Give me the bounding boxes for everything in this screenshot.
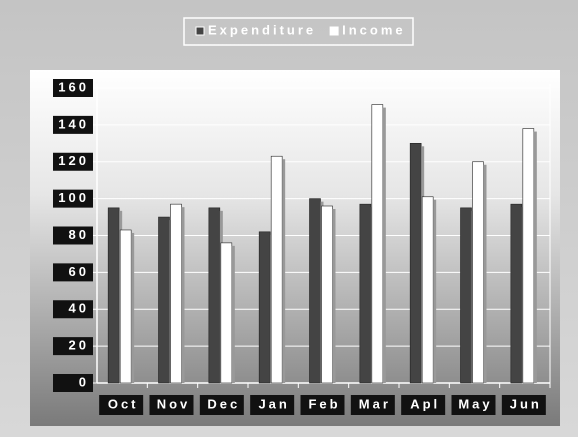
legend-box xyxy=(183,17,414,46)
x-tick-box xyxy=(199,395,244,415)
x-tick-label: May xyxy=(458,396,492,411)
bar xyxy=(409,143,422,384)
bar xyxy=(522,128,535,384)
x-tick-label: Nov xyxy=(157,396,191,411)
y-tick-box xyxy=(53,263,93,282)
bar xyxy=(107,207,120,384)
bar xyxy=(158,216,170,384)
y-tick-box xyxy=(53,189,93,208)
y-tick-box xyxy=(53,79,93,97)
bar xyxy=(359,203,372,384)
bar xyxy=(270,155,283,384)
x-tick-label: Oct xyxy=(108,396,139,411)
x-tick-label: Mar xyxy=(359,396,391,411)
bar xyxy=(472,161,484,384)
bar xyxy=(321,205,333,384)
y-tick-label: 120 xyxy=(58,153,89,168)
bar-side xyxy=(382,107,386,383)
bar-side xyxy=(231,245,235,383)
bar-side xyxy=(533,131,537,383)
bar xyxy=(421,196,434,384)
bar xyxy=(220,242,233,384)
x-tick-box xyxy=(451,395,496,415)
y-tick-box xyxy=(53,115,93,134)
bar-side xyxy=(483,164,487,383)
x-tick-box xyxy=(350,395,395,415)
bar xyxy=(460,207,472,384)
y-tick-label: 80 xyxy=(69,227,89,242)
y-tick-label: 40 xyxy=(69,301,89,316)
bar xyxy=(309,198,321,384)
bar xyxy=(119,229,132,384)
bar xyxy=(208,207,221,384)
y-tick-label: 0 xyxy=(79,374,89,389)
x-tick-box xyxy=(250,395,295,415)
bar-side xyxy=(181,207,185,383)
x-tick-label: Feb xyxy=(308,396,340,411)
legend-label: Income xyxy=(342,22,406,37)
y-tick-label: 60 xyxy=(69,264,89,279)
legend-label: Expenditure xyxy=(208,22,316,37)
x-tick-box xyxy=(501,395,546,415)
bar-side xyxy=(433,199,437,383)
y-tick-box xyxy=(53,374,93,392)
bar xyxy=(170,203,182,384)
x-tick-box xyxy=(99,395,144,415)
y-tick-label: 140 xyxy=(58,116,89,131)
x-tick-box xyxy=(401,395,446,415)
y-tick-label: 100 xyxy=(58,190,89,205)
x-tick-label: Dec xyxy=(207,396,240,411)
legend: Expenditure Income xyxy=(183,17,414,46)
x-tick-box xyxy=(300,395,345,415)
y-tick-label: 160 xyxy=(58,79,89,94)
bar xyxy=(510,203,523,384)
x-tick-box xyxy=(149,395,194,415)
x-tick-label: Apl xyxy=(410,396,440,411)
y-tick-label: 20 xyxy=(69,338,89,353)
x-tick-label: Jun xyxy=(510,396,542,411)
bar-side xyxy=(282,159,286,383)
bar-side xyxy=(332,209,336,383)
y-tick-box xyxy=(53,300,93,319)
bar-side xyxy=(131,232,135,383)
x-tick-label: Jan xyxy=(258,396,289,411)
legend-swatch xyxy=(329,26,339,36)
bar xyxy=(258,231,271,384)
bar xyxy=(371,104,384,384)
y-tick-box xyxy=(53,226,93,245)
y-tick-box xyxy=(53,337,93,356)
legend-swatch xyxy=(195,26,205,36)
y-tick-box xyxy=(53,152,93,171)
